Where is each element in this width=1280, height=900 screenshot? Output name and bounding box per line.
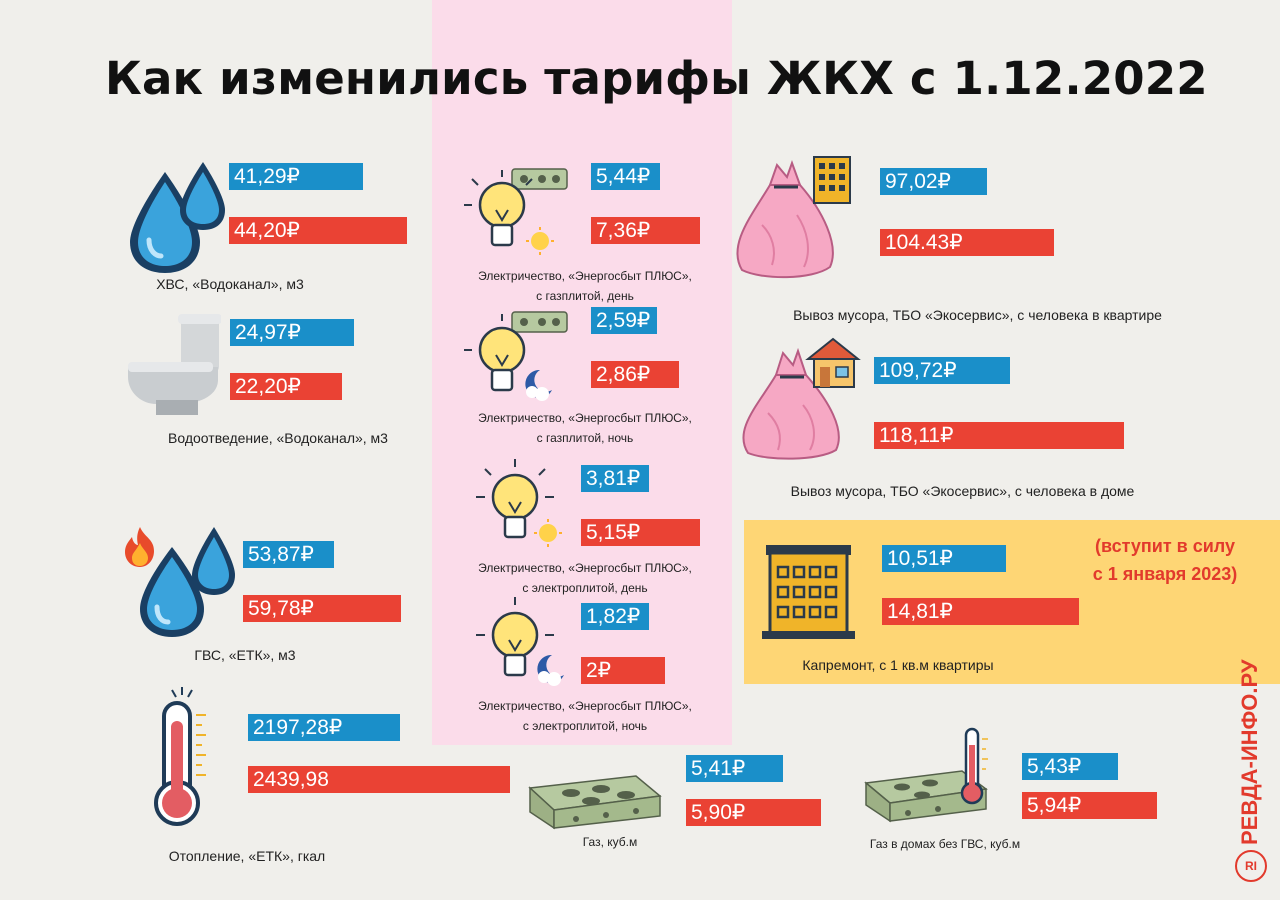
vodootvedenie-old-price: 24,97₽: [230, 319, 354, 346]
el-elec-day-old-price: 3,81₽: [581, 465, 649, 492]
building-icon: [762, 545, 855, 639]
tbo-house-caption: Вывоз мусора, ТБО «Экосервис», с человек…: [790, 483, 1135, 499]
gas-no-gvs-new-price: 5,94₽: [1022, 792, 1157, 819]
el-gas-night-new-price: 2,86₽: [591, 361, 679, 388]
tbo-house-old-price: 109,72₽: [874, 357, 1010, 384]
page-title: Как изменились тарифы ЖКХ с 1.12.2022: [105, 52, 1208, 105]
kapremont-old-price: 10,51₽: [882, 545, 1006, 572]
gas-old-price: 5,41₽: [686, 755, 783, 782]
el-elec-day-caption: Электричество, «Энергосбыт ПЛЮС», с элек…: [478, 561, 692, 595]
lightbulb-night-icon: [476, 597, 564, 686]
lightbulb-night-icon: [464, 311, 568, 401]
el-gas-day-new-price: 7,36₽: [591, 217, 700, 244]
trash-bag-apartment-icon: [736, 156, 851, 279]
gvs-caption: ГВС, «ЕТК», м3: [194, 647, 296, 663]
gvs-new-price: 59,78₽: [243, 595, 401, 622]
kapremont-caption: Капремонт, с 1 кв.м квартиры: [802, 657, 994, 673]
otoplenie-old-price: 2197,28₽: [248, 714, 400, 741]
hvs-new-price: 44,20₽: [229, 217, 407, 244]
el-gas-day-old-price: 5,44₽: [591, 163, 660, 190]
hvs-caption: ХВС, «Водоканал», м3: [156, 276, 304, 292]
el-elec-day-new-price: 5,15₽: [581, 519, 700, 546]
lightbulb-day-icon: [476, 459, 562, 547]
gas-no-gvs-caption: Газ в домах без ГВС, куб.м: [869, 837, 1021, 851]
el-gas-night-caption: Электричество, «Энергосбыт ПЛЮС», с газп…: [478, 411, 692, 445]
kapremont-new-price: 14,81₽: [882, 598, 1079, 625]
tbo-flat-old-price: 97,02₽: [880, 168, 987, 195]
gas-stove-icon: [528, 775, 662, 830]
tbo-flat-new-price: 104.43₽: [880, 229, 1054, 256]
brand-logo[interactable]: РЕВДА-ИНФО.РУ RI: [1230, 659, 1270, 890]
el-gas-night-old-price: 2,59₽: [591, 307, 657, 334]
gvs-old-price: 53,87₽: [243, 541, 334, 568]
thermometer-icon: [154, 687, 206, 826]
tbo-flat-caption: Вывоз мусора, ТБО «Экосервис», с человек…: [793, 307, 1162, 323]
el-elec-night-caption: Электричество, «Энергосбыт ПЛЮС», с элек…: [478, 699, 692, 733]
lightbulb-day-icon: [464, 168, 568, 255]
vodootvedenie-caption: Водоотведение, «Водоканал», м3: [168, 430, 388, 446]
effective-date-note: (вступит в силу с 1 января 2023): [1092, 536, 1238, 584]
tbo-house-new-price: 118,11₽: [874, 422, 1124, 449]
vodootvedenie-new-price: 22,20₽: [230, 373, 342, 400]
brand-text: РЕВДА-ИНФО.РУ: [1237, 659, 1262, 845]
el-elec-night-new-price: 2₽: [581, 657, 665, 684]
otoplenie-new-price: 2439,98: [248, 766, 510, 793]
brand-badge-icon: RI: [1235, 850, 1267, 882]
gas-caption: Газ, куб.м: [582, 835, 638, 849]
hot-water-icon: [125, 527, 235, 637]
trash-bag-house-icon: [742, 337, 861, 460]
gas-stove-thermometer-icon: [864, 727, 988, 823]
gas-new-price: 5,90₽: [686, 799, 821, 826]
gas-no-gvs-old-price: 5,43₽: [1022, 753, 1118, 780]
el-elec-night-old-price: 1,82₽: [581, 603, 649, 630]
water-drops-icon: [130, 162, 225, 273]
hvs-old-price: 41,29₽: [229, 163, 363, 190]
otoplenie-caption: Отопление, «ЕТК», гкал: [168, 848, 326, 864]
el-gas-day-caption: Электричество, «Энергосбыт ПЛЮС», с газп…: [478, 269, 692, 303]
toilet-icon: [128, 314, 221, 415]
